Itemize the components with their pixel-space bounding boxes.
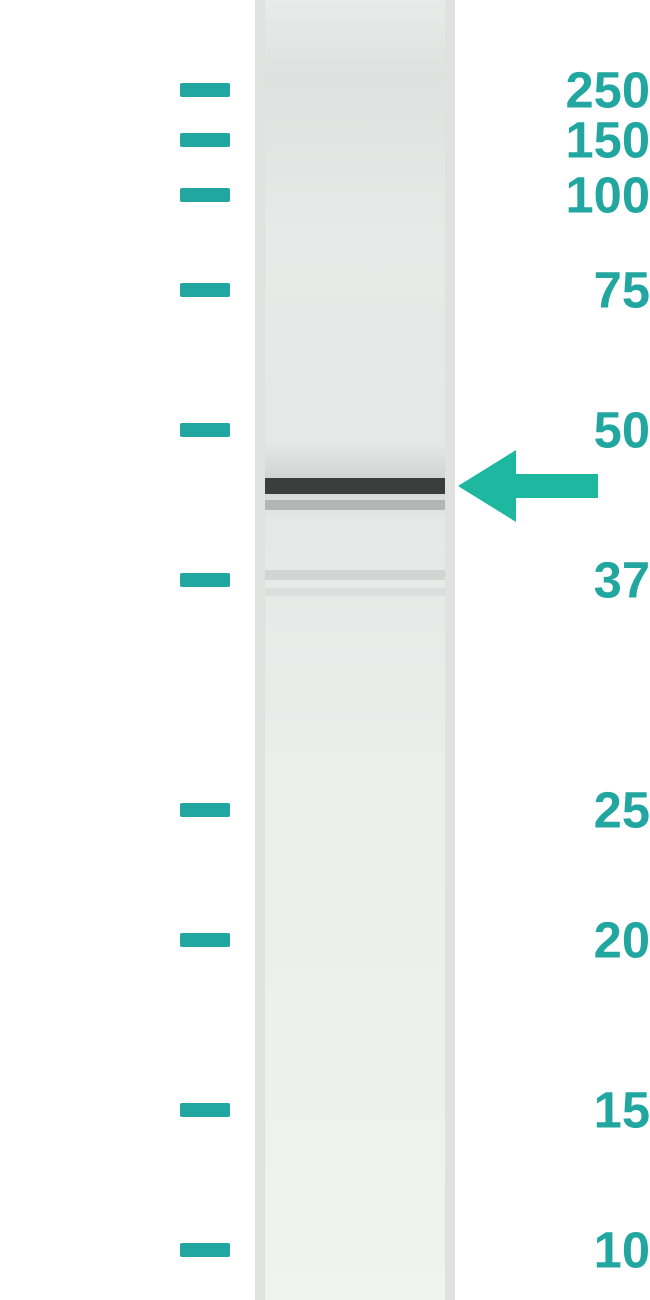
faint-band (265, 570, 445, 580)
mw-tick (180, 133, 230, 147)
mw-tick (180, 83, 230, 97)
mw-label: 10 (482, 1221, 650, 1280)
mw-tick (180, 803, 230, 817)
faint-band (265, 588, 445, 596)
mw-tick (180, 1103, 230, 1117)
mw-label: 50 (482, 401, 650, 460)
mw-tick (180, 933, 230, 947)
band-arrow-icon (458, 450, 598, 522)
mw-label: 75 (482, 261, 650, 320)
faint-band (265, 500, 445, 510)
mw-label: 150 (482, 111, 650, 170)
mw-label: 37 (482, 551, 650, 610)
mw-label: 100 (482, 166, 650, 225)
mw-label: 25 (482, 781, 650, 840)
target-band (265, 478, 445, 494)
mw-tick (180, 573, 230, 587)
mw-label: 15 (482, 1081, 650, 1140)
mw-tick (180, 423, 230, 437)
mw-tick (180, 1243, 230, 1257)
mw-label: 20 (482, 911, 650, 970)
mw-tick (180, 283, 230, 297)
mw-tick (180, 188, 230, 202)
sample-lane (265, 0, 445, 1300)
